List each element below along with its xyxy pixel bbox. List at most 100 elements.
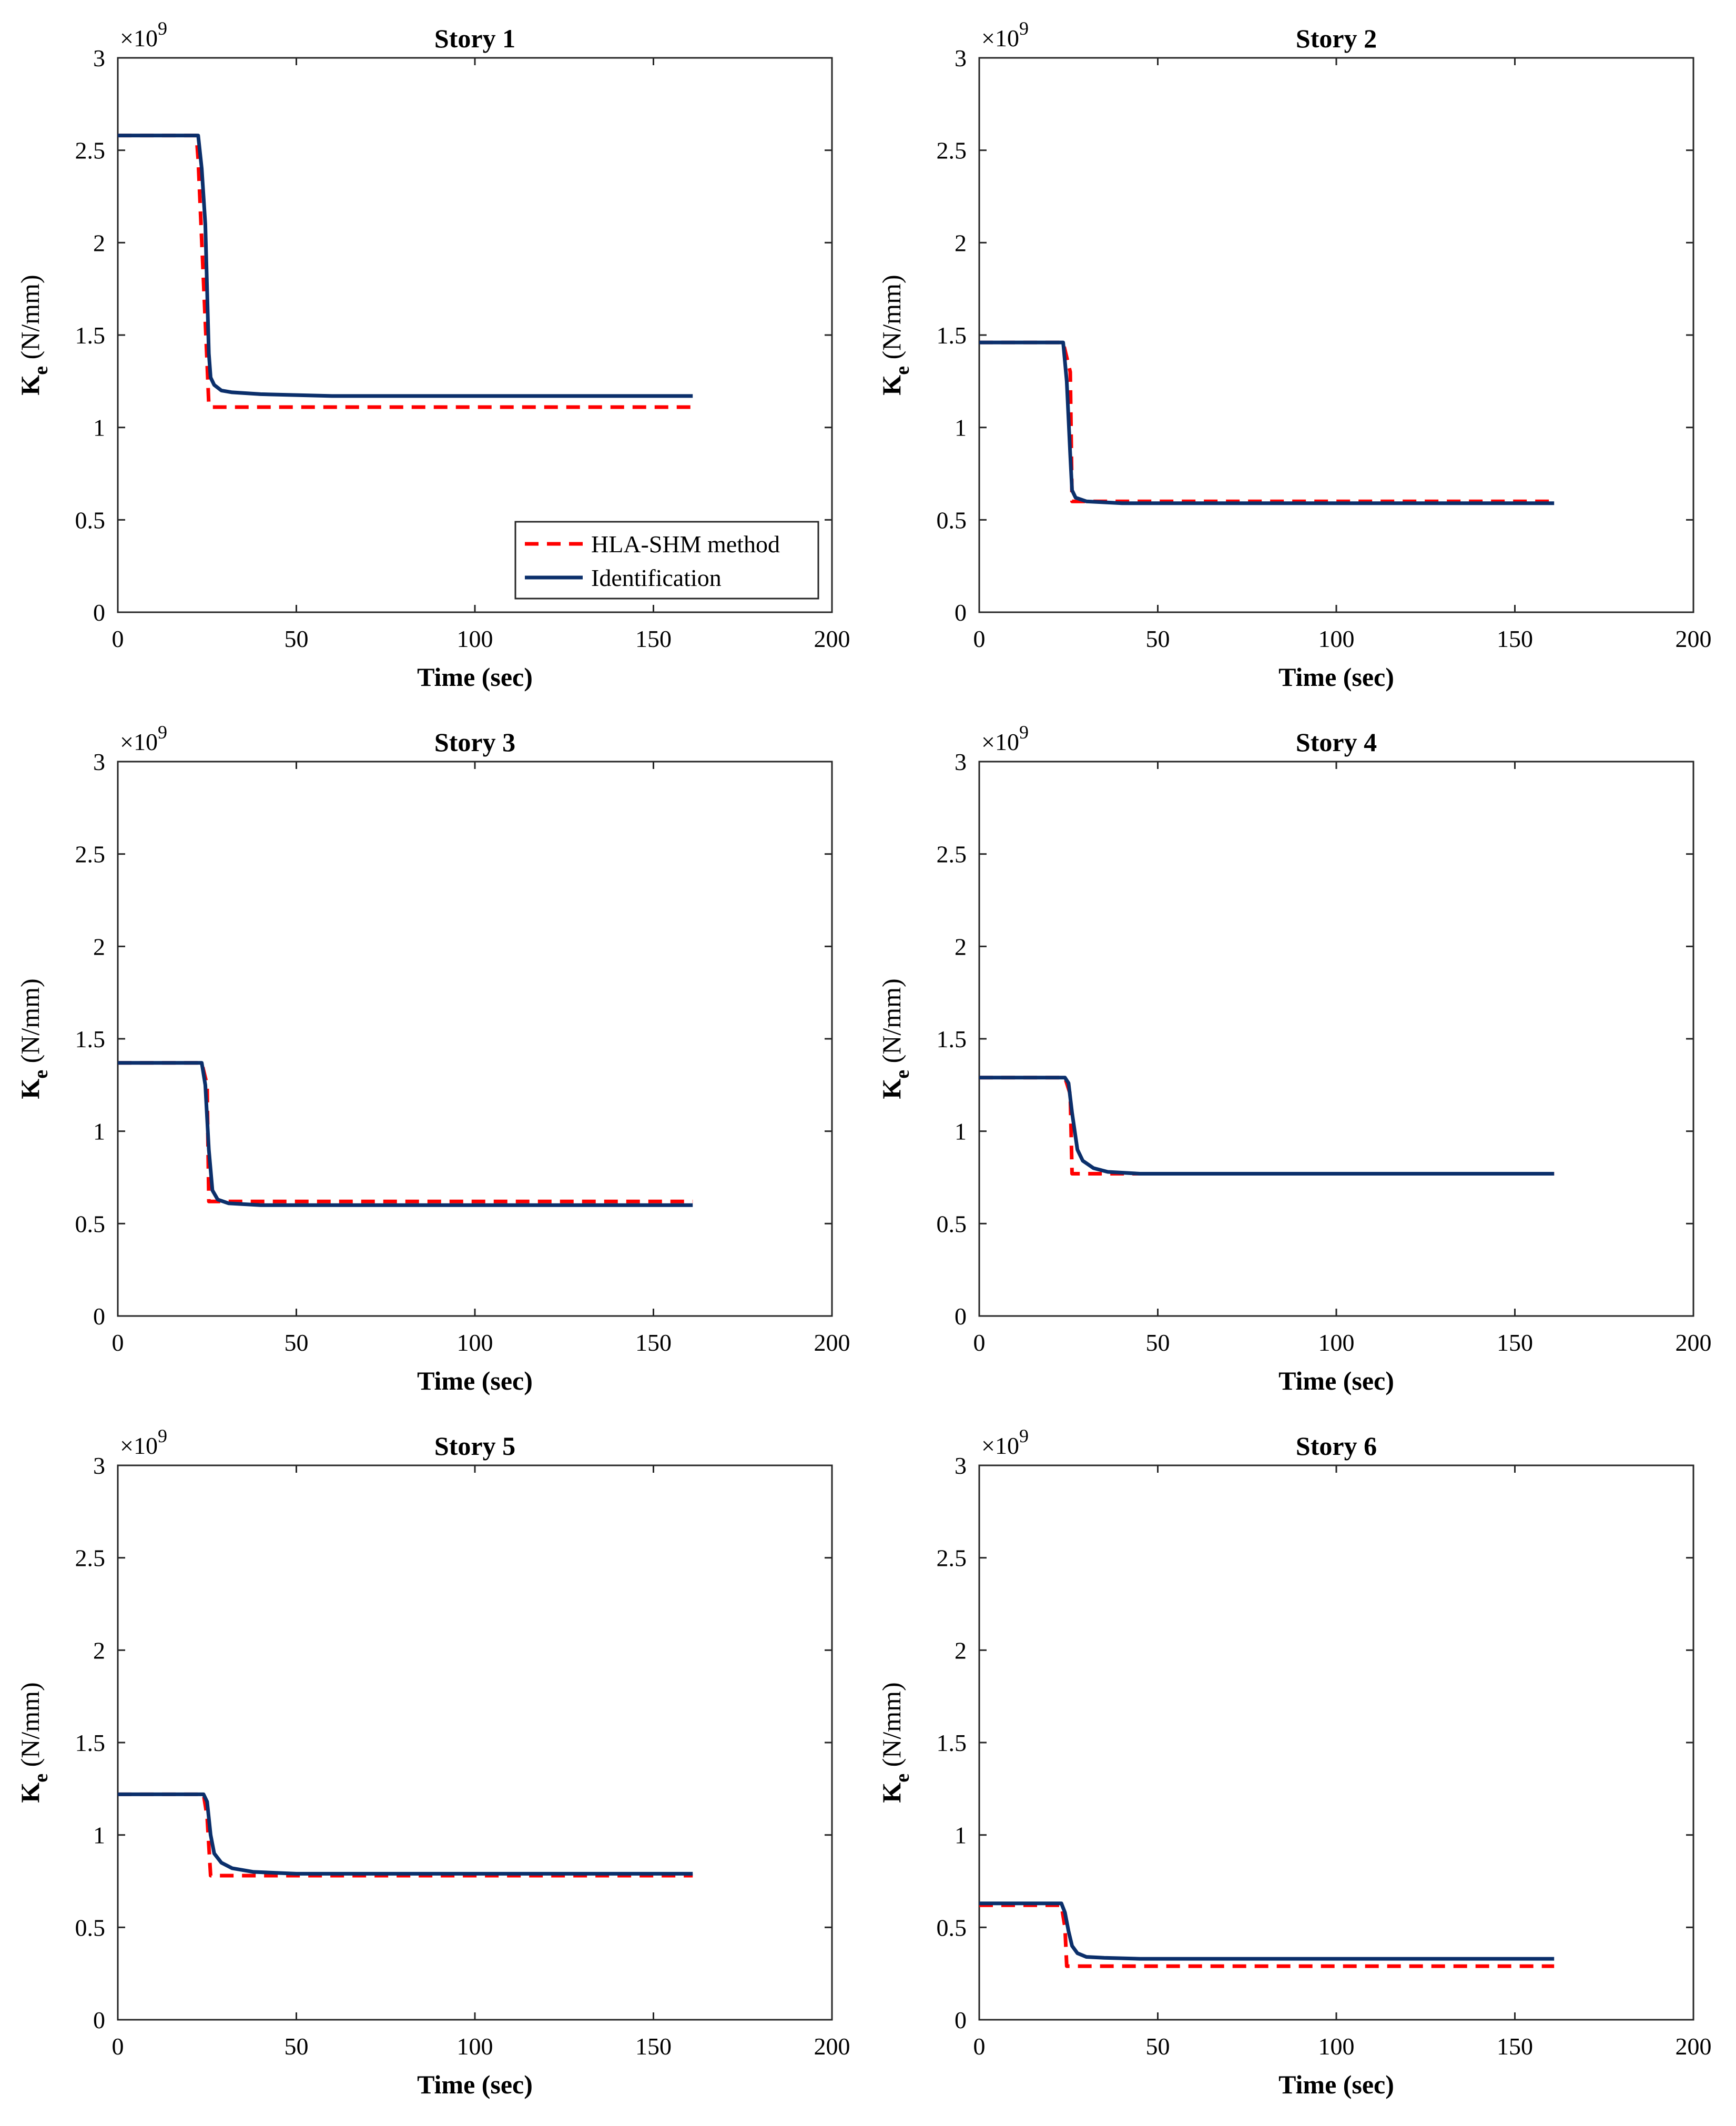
y-exponent-power: 9 [1019,1425,1029,1446]
x-tick-label: 0 [973,1329,986,1356]
x-tick-label: 50 [1146,1329,1170,1356]
y-label-main: K [877,1783,906,1803]
y-exponent-base: ×10 [981,25,1019,52]
y-exponent-power: 9 [158,1425,167,1446]
x-tick-label: 0 [973,625,986,652]
y-tick-label: 1.5 [937,322,967,349]
y-exponent-base: ×10 [981,1432,1019,1459]
y-tick-label: 0.5 [75,1914,106,1941]
y-tick-label: 2.5 [75,137,106,164]
x-tick-label: 0 [112,2033,124,2060]
x-tick-label: 50 [285,625,309,652]
y-tick-label: 2 [93,933,105,960]
y-tick-label: 0.5 [937,1210,967,1237]
x-tick-label: 150 [635,2033,672,2060]
axes-box [117,761,833,1317]
y-tick-label: 2.5 [75,841,106,868]
legend-ident-label: Identification [591,564,722,591]
y-tick-label: 3 [955,1452,967,1479]
y-tick-label: 1.5 [75,1729,106,1756]
x-tick-label: 100 [1318,1329,1355,1356]
y-label-main: K [877,375,906,396]
y-exponent-label: ×109 [981,18,1029,52]
legend-box [514,521,819,600]
y-axis-label: Ke (N/mm) [15,978,52,1099]
axes-box [117,57,833,613]
series-identification-line [118,1061,693,1207]
series-identification-line [979,1076,1555,1176]
subplot-title: Story 2 [1296,24,1377,53]
y-tick-label: 2 [955,1637,967,1664]
x-tick-label: 100 [457,625,493,652]
y-exponent-power: 9 [1019,722,1029,743]
y-tick-label: 3 [93,1452,105,1479]
x-tick-label: 200 [1676,625,1712,652]
x-axis-label: Time (sec) [417,2070,533,2099]
y-label-main: K [877,1079,906,1099]
y-label-sub: e [891,1070,913,1079]
subplot-1: 0 50 100 150 200 0 0.5 1 1.5 2 2.5 3 ×109 Story 1 Time… [15,18,850,692]
subplot-6: 0 50 100 150 200 0 0.5 1 1.5 2 2.5 3 ×109 Story 6 Time… [877,1425,1712,2099]
y-tick-label: 0.5 [937,1914,967,1941]
y-tick-label: 1 [955,1822,967,1849]
y-label-main: K [15,375,45,396]
x-tick-label: 150 [1497,625,1533,652]
subplot-3: 0 50 100 150 200 0 0.5 1 1.5 2 2.5 3 ×109 Story 3 Time… [15,722,850,1395]
y-label-unit: (N/mm) [877,275,906,366]
y-label-sub: e [30,366,52,375]
x-tick-label: 100 [1318,625,1355,652]
y-exponent-label: ×109 [981,1425,1029,1459]
x-tick-label: 200 [1676,2033,1712,2060]
y-tick-label: 1.5 [75,1026,106,1052]
subplot-title: Story 6 [1296,1431,1377,1461]
y-tick-label: 0 [955,2007,967,2033]
subplot-title: Story 4 [1296,727,1377,757]
series-identification-line [979,340,1555,505]
subplot-5: 0 50 100 150 200 0 0.5 1 1.5 2 2.5 3 ×109 Story 5 Time… [15,1425,850,2099]
y-label-sub: e [891,366,913,375]
y-tick-label: 2.5 [937,137,967,164]
y-label-unit: (N/mm) [877,1682,906,1774]
y-tick-label: 0 [93,1303,105,1330]
x-tick-label: 100 [1318,2033,1355,2060]
y-tick-label: 1 [93,414,105,441]
series-identification-line [118,1792,693,1876]
y-exponent-label: ×109 [120,722,167,755]
x-tick-label: 50 [285,1329,309,1356]
axes-box [978,57,1694,613]
x-tick-label: 100 [457,2033,493,2060]
y-tick-label: 1 [93,1822,105,1849]
y-exponent-label: ×109 [981,722,1029,755]
y-axis-label: Ke (N/mm) [15,275,52,395]
y-exponent-label: ×109 [120,1425,167,1459]
y-axis-label: Ke (N/mm) [877,978,913,1099]
y-tick-label: 2 [93,229,105,256]
y-tick-label: 0 [955,1303,967,1330]
y-label-unit: (N/mm) [15,1682,45,1774]
legend: HLA-SHM method Identification [514,521,819,600]
x-tick-label: 50 [285,2033,309,2060]
x-tick-label: 150 [1497,2033,1533,2060]
y-tick-label: 0 [93,599,105,626]
subplot-title: Story 3 [434,727,515,757]
y-label-sub: e [30,1070,52,1079]
y-exponent-power: 9 [1019,18,1029,39]
y-tick-label: 0 [955,599,967,626]
y-tick-label: 1 [955,1118,967,1145]
y-tick-label: 0.5 [75,507,106,533]
x-tick-label: 200 [814,2033,850,2060]
y-axis-label: Ke (N/mm) [877,275,913,395]
x-axis-label: Time (sec) [417,662,533,692]
x-tick-label: 150 [1497,1329,1533,1356]
x-axis-label: Time (sec) [1278,2070,1394,2099]
y-axis-label: Ke (N/mm) [15,1682,52,1803]
x-axis-label: Time (sec) [1278,1366,1394,1395]
legend-hla-label: HLA-SHM method [591,531,780,558]
x-tick-label: 0 [973,2033,986,2060]
x-tick-label: 200 [814,1329,850,1356]
y-label-unit: (N/mm) [877,978,906,1070]
y-exponent-power: 9 [158,18,167,39]
x-tick-label: 100 [457,1329,493,1356]
y-tick-label: 2 [955,229,967,256]
